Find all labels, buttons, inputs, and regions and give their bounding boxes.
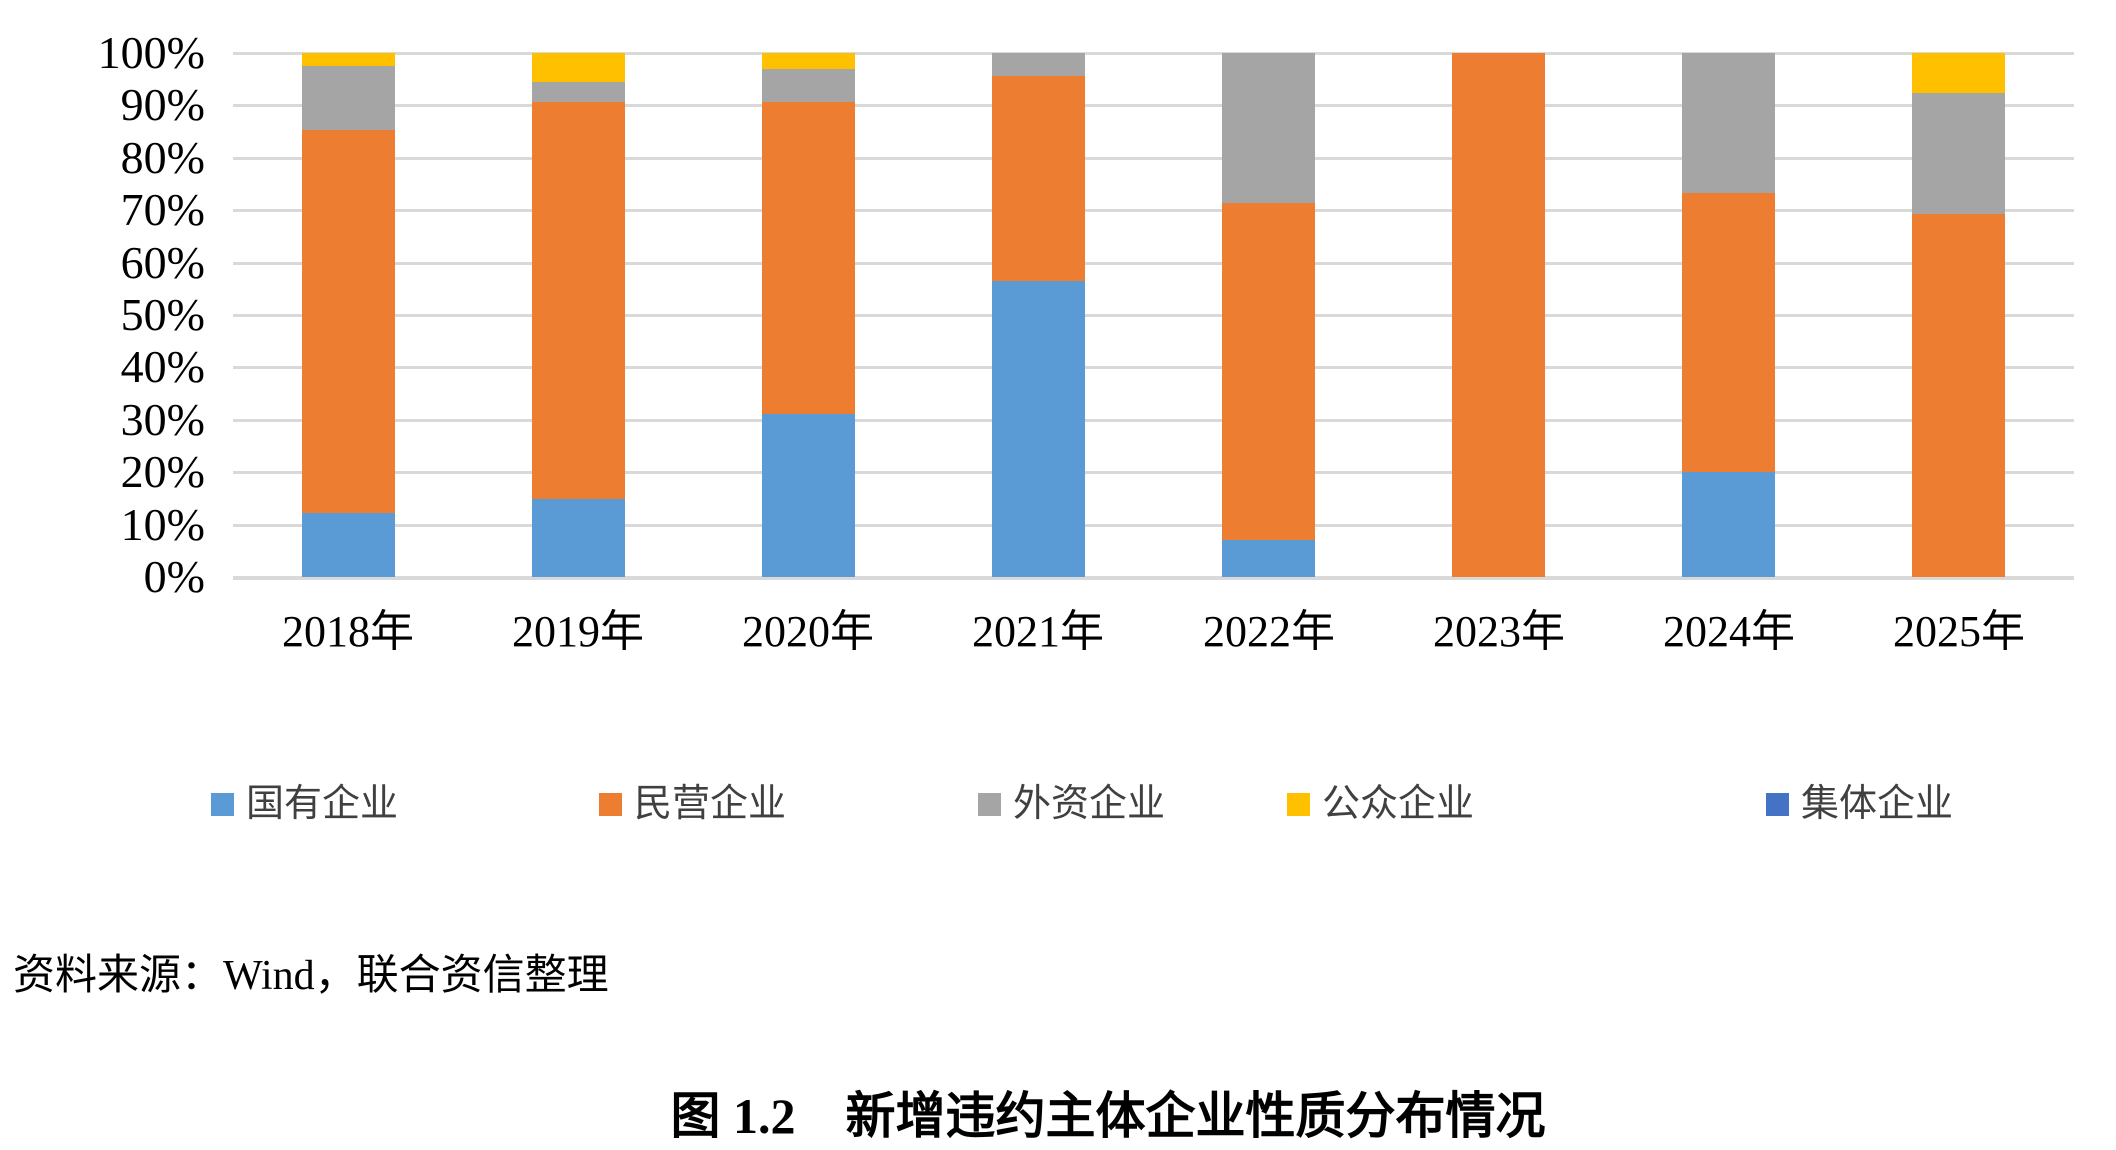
bar-segment [1222,539,1315,577]
x-tick-label: 2018年 [282,607,414,656]
plot-area [233,52,2074,580]
legend-swatch-icon [978,792,1001,816]
x-tick-label: 2024年 [1663,607,1795,656]
y-tick-label: 80% [120,132,205,183]
bar-segment [302,129,395,514]
bar-segment [532,82,625,102]
figure-caption: 图 1.2 新增违约主体企业性质分布情况 [670,1088,1546,1144]
gridline-40 [233,366,2074,369]
bar-segment [992,75,1085,281]
stacked-bar-chart: 100% 90% 80% 70% 60% 50% 40% 30% 20% 10% 0% 2018年 2… [97,27,2074,656]
legend-item: 外资企业 [978,778,1165,830]
gridline-80 [233,157,2074,160]
bar-segment [1682,472,1775,577]
bar-segment [1682,53,1775,193]
bar-segment [992,53,1085,76]
bar-segment [762,53,855,70]
x-tick-label: 2022年 [1203,607,1335,656]
legend-swatch-icon [599,792,622,816]
y-tick-label: 10% [120,499,205,550]
y-tick-label: 70% [120,184,205,235]
bar-segment [762,102,855,414]
bar-segment [1222,202,1315,540]
bar-column [1222,53,1315,577]
x-tick-label: 2023年 [1433,607,1565,656]
bar-segment [1912,53,2005,94]
y-tick-label: 40% [120,341,205,392]
y-tick-label: 50% [120,289,205,340]
bar-segment [302,513,395,577]
bar-segment [532,101,625,500]
bar-segment [1912,93,2005,215]
gridline-10 [233,524,2074,527]
x-tick-label: 2021年 [972,607,1104,656]
legend-label: 民营企业 [634,783,787,825]
legend-swatch-icon [211,792,234,816]
bar-column [1912,53,2005,577]
legend-swatch-icon [1287,792,1310,816]
bar-column [762,53,855,577]
gridline-20 [233,471,2074,474]
y-tick-label: 30% [120,394,205,445]
legend-item: 国有企业 [211,778,398,830]
bar-segment [1682,192,1775,473]
legend-label: 集体企业 [1801,783,1954,825]
source-note: 资料来源：Wind，联合资信整理 [13,953,609,999]
bar-segment [762,413,855,577]
x-tick-label: 2020年 [742,607,874,656]
gridline-30 [233,419,2074,422]
legend-item: 民营企业 [599,778,786,830]
bar-segment [532,499,625,577]
legend-swatch-icon [1766,792,1789,816]
x-axis-line [233,576,2074,580]
bar-column [1452,53,1545,577]
x-tick-label: 2025年 [1893,607,2025,656]
bar-segment [1222,53,1315,203]
bar-segment [302,53,395,66]
legend-item: 公众企业 [1287,778,1474,830]
chart-legend: 国有企业 民营企业 外资企业 公众企业 集体企业 [0,778,2116,838]
gridline-70 [233,209,2074,212]
legend-label: 外资企业 [1013,783,1166,825]
bar-segment [762,69,855,103]
bar-column [302,53,395,577]
y-tick-label: 60% [120,237,205,288]
bar-segment [1452,53,1545,577]
bar-column [1682,53,1775,577]
bar-column [532,53,625,577]
y-tick-label: 100% [97,27,205,78]
legend-label: 公众企业 [1322,783,1475,825]
y-tick-label: 20% [120,446,205,497]
gridline-100 [233,52,2074,55]
bar-column [992,53,1085,577]
y-tick-label: 90% [120,79,205,130]
gridline-50 [233,314,2074,317]
bar-segment [302,65,395,130]
legend-label: 国有企业 [246,783,399,825]
x-tick-label: 2019年 [512,607,644,656]
gridline-60 [233,262,2074,265]
bar-segment [1912,214,2005,577]
gridline-90 [233,104,2074,107]
y-tick-label: 0% [143,551,205,602]
bar-segment [532,53,625,83]
legend-item: 集体企业 [1766,778,1953,830]
bar-segment [992,280,1085,577]
